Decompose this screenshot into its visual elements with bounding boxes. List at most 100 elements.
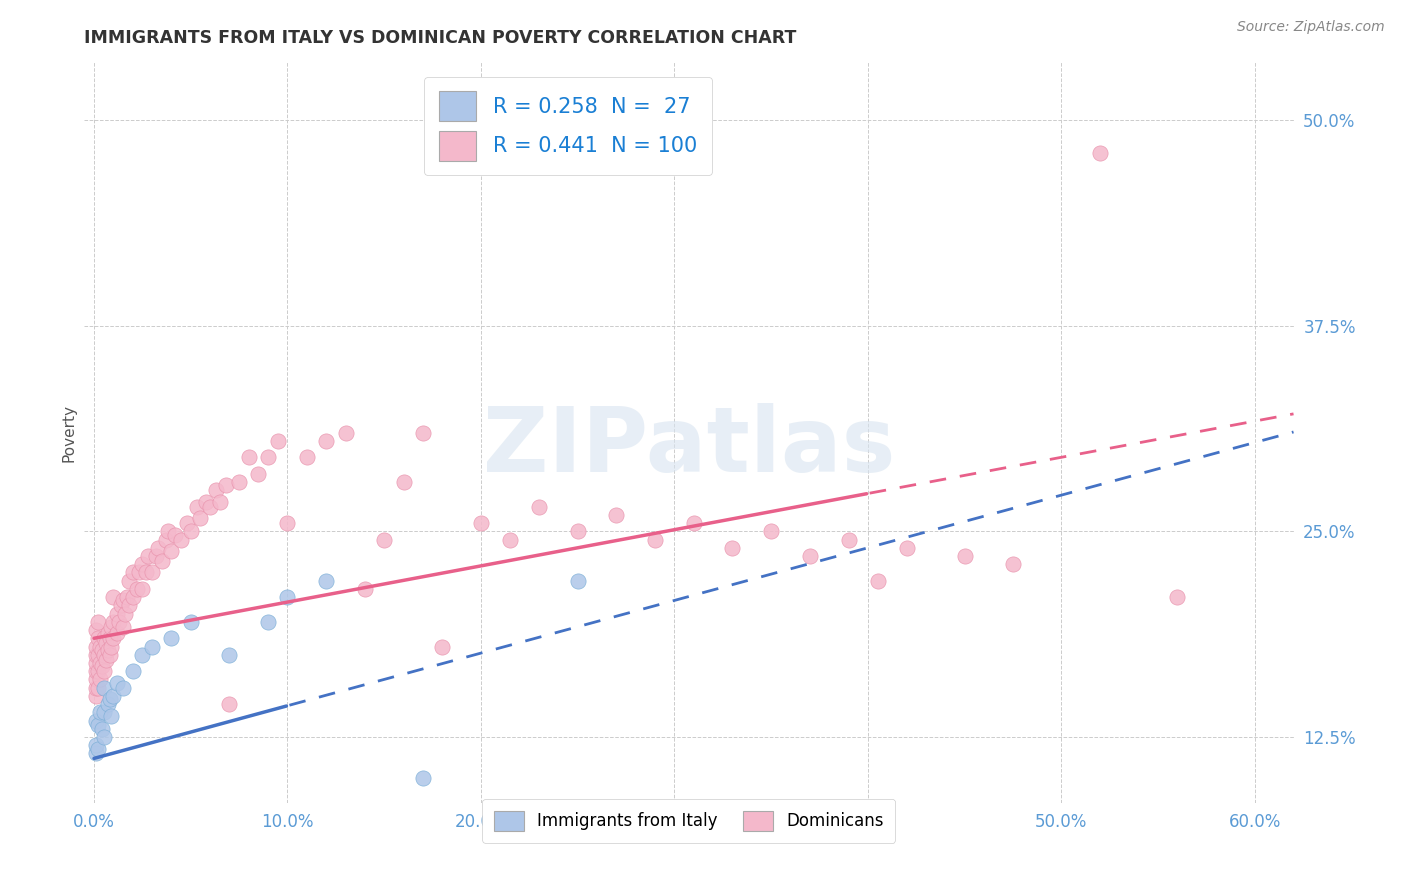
Point (87, 664, 110, 678)
Point (799, 549, 821, 563)
Point (84, 673, 107, 687)
Point (90, 659, 112, 673)
Point (499, 533, 522, 547)
Point (315, 574, 337, 588)
Point (267, 434, 290, 448)
Point (103, 615, 125, 629)
Point (84, 623, 107, 637)
Point (128, 566, 150, 580)
Point (98, 632, 121, 646)
Point (295, 450, 318, 465)
Point (105, 607, 128, 621)
Point (98, 692, 121, 706)
Point (87, 681, 110, 695)
Point (105, 675, 128, 690)
Point (94, 636, 117, 650)
Text: Source: ZipAtlas.com: Source: ZipAtlas.com (1237, 20, 1385, 34)
Point (105, 626, 128, 640)
Point (195, 494, 218, 508)
Point (90, 642, 112, 657)
Legend: Immigrants from Italy, Dominicans: Immigrants from Italy, Dominicans (482, 799, 896, 843)
Point (176, 516, 198, 530)
Point (131, 558, 153, 572)
Point (84, 656, 107, 670)
Point (759, 524, 782, 539)
Point (605, 508, 627, 522)
Point (160, 544, 183, 558)
Point (354, 582, 377, 596)
Point (87, 632, 110, 646)
Point (93, 648, 115, 662)
Point (214, 478, 236, 492)
Point (160, 632, 183, 646)
Point (93, 706, 115, 720)
Point (136, 549, 159, 563)
Point (838, 533, 860, 547)
Point (198, 500, 221, 514)
Point (110, 599, 132, 613)
Text: IMMIGRANTS FROM ITALY VS DOMINICAN POVERTY CORRELATION CHART: IMMIGRANTS FROM ITALY VS DOMINICAN POVER… (84, 29, 797, 47)
Point (97, 626, 120, 640)
Point (90, 722, 112, 736)
Point (150, 554, 173, 568)
Point (94, 653, 117, 667)
Point (135, 566, 157, 580)
Point (141, 640, 163, 654)
Point (84, 648, 107, 662)
Point (567, 524, 589, 539)
Point (412, 425, 434, 440)
Point (186, 500, 208, 514)
Point (276, 590, 298, 604)
Point (89, 706, 111, 720)
Point (721, 541, 744, 555)
Point (98, 648, 121, 662)
Point (682, 516, 704, 530)
Point (114, 607, 136, 621)
Point (131, 582, 153, 596)
Point (84, 681, 107, 695)
Point (93, 632, 115, 646)
Point (644, 533, 666, 547)
Point (93, 681, 115, 695)
Point (155, 533, 177, 547)
Point (373, 533, 395, 547)
Point (866, 574, 889, 588)
Point (527, 500, 550, 514)
Point (180, 524, 202, 539)
Point (87, 718, 110, 732)
Point (218, 697, 240, 711)
Point (392, 475, 415, 489)
Point (146, 541, 169, 555)
Point (93, 730, 115, 744)
Point (89, 640, 111, 654)
Point (1166, 590, 1188, 604)
Point (228, 475, 250, 489)
Text: ZIPatlas: ZIPatlas (482, 403, 896, 491)
Point (103, 632, 125, 646)
Point (156, 524, 179, 539)
Point (112, 681, 135, 695)
Point (100, 640, 122, 654)
Point (87, 741, 110, 756)
Point (208, 494, 231, 508)
Point (276, 516, 298, 530)
Point (84, 640, 107, 654)
Point (84, 738, 107, 752)
Point (112, 593, 135, 607)
Point (121, 566, 143, 580)
Point (953, 549, 976, 563)
Point (118, 574, 141, 588)
Point (84, 747, 107, 761)
Point (896, 541, 918, 555)
Point (170, 533, 193, 547)
Point (89, 656, 111, 670)
Point (93, 664, 115, 678)
Point (97, 642, 120, 657)
Point (100, 708, 122, 723)
Point (141, 566, 163, 580)
Point (180, 615, 202, 629)
Point (190, 511, 212, 525)
Point (84, 689, 107, 703)
Point (238, 450, 260, 465)
Point (257, 450, 280, 465)
